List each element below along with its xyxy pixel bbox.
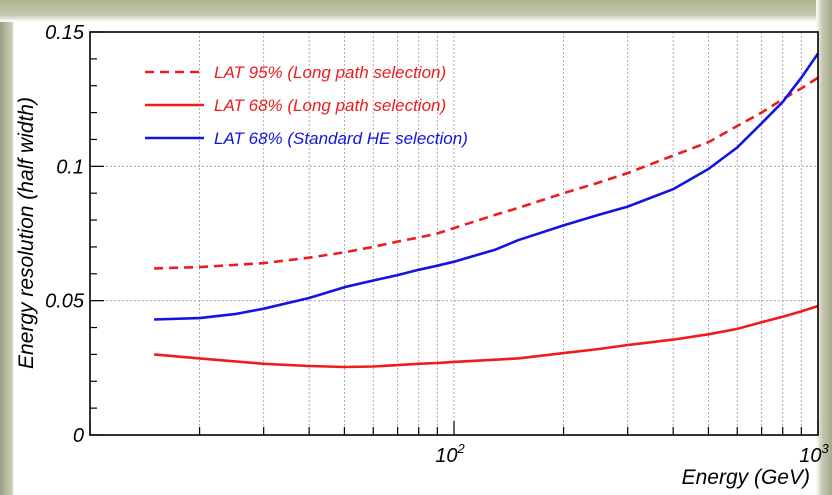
legend: LAT 95% (Long path selection) LAT 68% (Lo… [145, 63, 468, 148]
series-lines [153, 52, 820, 369]
y-axis-label: Energy resolution (half width) [15, 97, 38, 369]
y-tick-label: 0.1 [56, 156, 84, 178]
series-line-2 [154, 52, 820, 321]
x-tick-label-exponent: 2 [457, 441, 466, 456]
x-tick-label-base: 10 [435, 445, 457, 467]
x-tick-label: 102 [435, 441, 465, 467]
legend-label-1: LAT 68% (Long path selection) [214, 96, 446, 115]
legend-label-2: LAT 68% (Standard HE selection) [214, 129, 468, 148]
slide-right-band [816, 0, 832, 495]
series-line-1 [153, 304, 819, 369]
y-tick-label: 0.15 [45, 22, 85, 44]
x-axis-label: Energy (GeV) [682, 466, 810, 489]
series-line-0 [154, 76, 819, 270]
axis-ticks [89, 31, 819, 436]
slide-top-band [0, 0, 832, 22]
x-tick-label-base: 10 [799, 445, 821, 467]
grid-lines [90, 32, 818, 435]
y-tick-label: 0.05 [45, 291, 85, 313]
x-tick-label: 103 [799, 441, 829, 467]
x-tick-label-exponent: 3 [822, 441, 830, 456]
legend-label-0: LAT 95% (Long path selection) [214, 63, 446, 82]
y-tick-label: 0 [73, 425, 84, 447]
